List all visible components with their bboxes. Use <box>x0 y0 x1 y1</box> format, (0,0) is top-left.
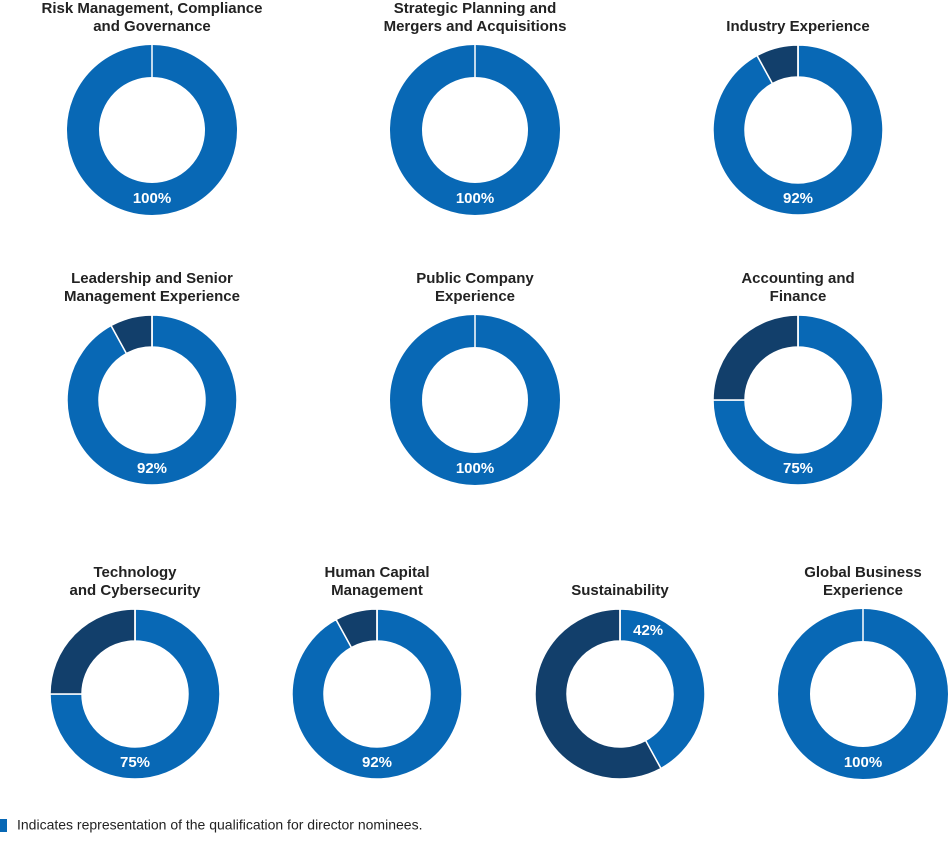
donut-segment <box>49 608 136 695</box>
donut-segment <box>49 608 221 780</box>
value-label: 92% <box>783 190 813 207</box>
chart-title: Industry Experience <box>726 18 869 35</box>
donut-segment <box>712 44 884 216</box>
chart-title: Management <box>331 582 423 599</box>
donut-segment <box>291 608 463 780</box>
chart-title: Mergers and Acquisitions <box>384 18 567 35</box>
chart-title: Management Experience <box>64 288 240 305</box>
value-label: 100% <box>456 190 494 207</box>
chart-title: and Cybersecurity <box>70 582 202 599</box>
value-label: 92% <box>362 754 392 771</box>
value-label: 75% <box>120 754 150 771</box>
chart-title: Sustainability <box>571 582 669 599</box>
donut-segment <box>390 315 560 485</box>
value-label: 75% <box>783 460 813 477</box>
value-label: 92% <box>137 460 167 477</box>
donut-segment <box>66 314 238 486</box>
chart-title: Strategic Planning and <box>394 0 557 17</box>
chart-title: Finance <box>770 288 827 305</box>
donut-segment <box>712 314 799 401</box>
donut-segment <box>534 608 662 780</box>
chart-title: Experience <box>435 288 515 305</box>
chart-title: Risk Management, Compliance <box>42 0 263 17</box>
donut-segment <box>390 45 560 215</box>
chart-title: Experience <box>823 582 903 599</box>
donut-segment <box>67 45 237 215</box>
donut-segment <box>778 609 948 779</box>
chart-title: Accounting and <box>741 270 854 287</box>
chart-title: Technology <box>93 564 177 581</box>
value-label: 100% <box>456 460 494 477</box>
donut-segment <box>619 608 706 770</box>
value-label: 42% <box>633 622 663 639</box>
donut-segment <box>712 314 884 486</box>
chart-title: Leadership and Senior <box>71 270 233 287</box>
chart-title: Public Company <box>416 270 534 287</box>
value-label: 100% <box>844 754 882 771</box>
chart-title: and Governance <box>93 18 211 35</box>
value-label: 100% <box>133 190 171 207</box>
chart-title: Global Business <box>804 564 922 581</box>
chart-title: Human Capital <box>324 564 429 581</box>
legend-swatch <box>0 819 7 832</box>
legend-label: Indicates representation of the qualific… <box>17 817 422 833</box>
